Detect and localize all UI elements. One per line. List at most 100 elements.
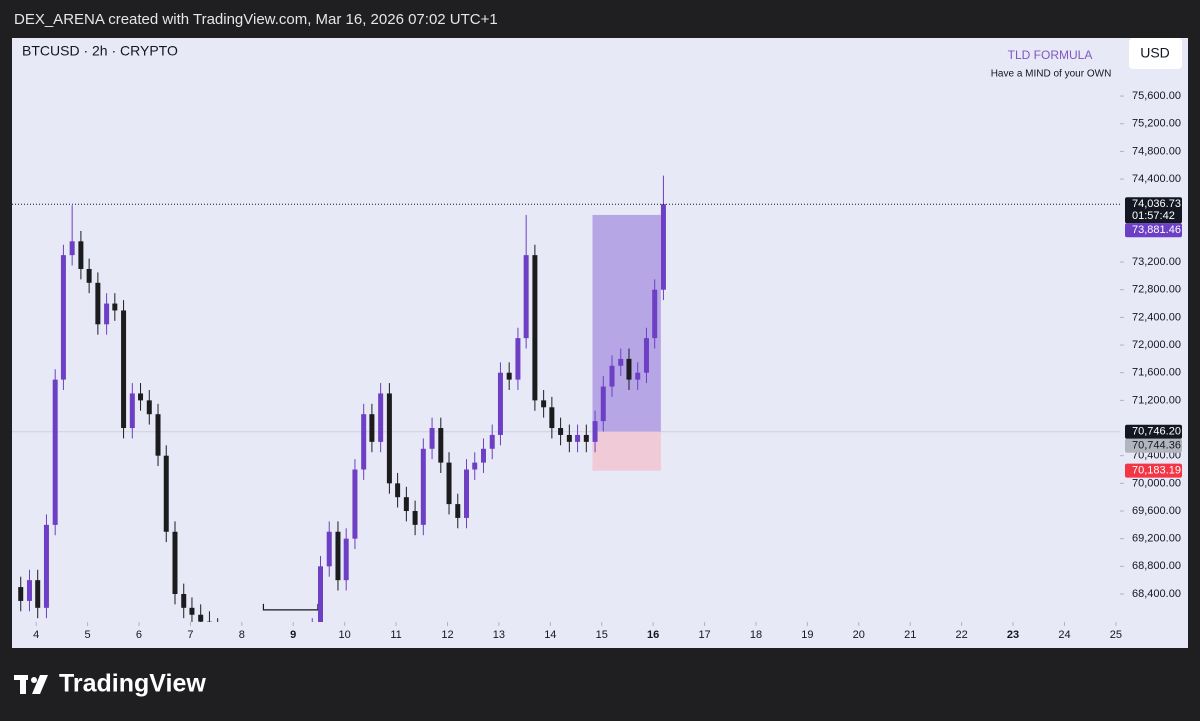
candle-body xyxy=(146,400,152,415)
x-tick-label: 24 xyxy=(1058,629,1070,641)
candle-body xyxy=(438,428,444,463)
candle-body xyxy=(121,310,127,429)
price-label-box xyxy=(1125,424,1182,439)
countdown: 01:57:42 xyxy=(1132,210,1175,222)
candle-body xyxy=(583,434,589,442)
candle-body xyxy=(95,282,101,325)
logo-shape xyxy=(31,677,37,683)
price-label: 70,183.19 xyxy=(1132,465,1181,477)
x-tick-label: 5 xyxy=(85,629,91,641)
x-tick-label: 18 xyxy=(750,629,762,641)
x-tick-label: 16 xyxy=(647,629,659,641)
candle-body xyxy=(361,414,367,470)
candle-body xyxy=(129,393,135,429)
candle-body xyxy=(317,566,323,622)
candle-body xyxy=(515,338,521,380)
candle-body xyxy=(155,414,161,456)
price-label: 73,881.46 xyxy=(1132,224,1181,236)
y-tick-label: 70,000.00 xyxy=(1132,477,1181,489)
x-tick-label: 6 xyxy=(136,629,142,641)
x-tick-label: 11 xyxy=(390,629,401,641)
indicator-name: TLD FORMULA xyxy=(1008,48,1093,62)
x-tick-label: 23 xyxy=(1007,629,1019,641)
price-label: 70,744.36 xyxy=(1132,440,1181,452)
candle-body xyxy=(369,414,375,442)
candle-body xyxy=(69,241,75,256)
candle-body xyxy=(558,428,564,435)
x-tick-label: 17 xyxy=(698,629,710,641)
candle-body xyxy=(206,621,212,622)
candle-body xyxy=(163,455,169,532)
y-tick-label: 69,600.00 xyxy=(1132,505,1181,517)
x-tick-label: 8 xyxy=(239,629,245,641)
position-loss xyxy=(592,431,661,471)
candle-body xyxy=(489,434,495,449)
candle-body xyxy=(455,504,461,518)
candle-body xyxy=(104,303,110,325)
y-tick-label: 72,400.00 xyxy=(1132,311,1181,323)
plot-area xyxy=(12,175,1120,622)
y-tick-label: 72,800.00 xyxy=(1132,284,1181,296)
candle-body xyxy=(575,434,581,442)
currency-button[interactable] xyxy=(1129,38,1182,69)
candle-body xyxy=(446,462,452,505)
candle-body xyxy=(429,428,435,449)
candle-body xyxy=(335,531,341,581)
candle-body xyxy=(181,593,187,608)
candle-body xyxy=(541,400,547,408)
y-tick-label: 72,000.00 xyxy=(1132,339,1181,351)
header: DEX_ARENA created with TradingView.com, … xyxy=(14,11,498,28)
price-label: 70,746.20 xyxy=(1132,426,1181,438)
x-tick-label: 7 xyxy=(187,629,193,641)
candle-body xyxy=(566,434,572,442)
x-tick-label: 9 xyxy=(290,629,296,641)
candle-body xyxy=(643,338,649,373)
x-tick-label: 14 xyxy=(544,629,556,641)
current-price-box xyxy=(1125,197,1182,224)
candle-body xyxy=(600,386,606,422)
candle-body xyxy=(592,421,598,442)
x-tick-label: 10 xyxy=(339,629,351,641)
candle-body xyxy=(352,469,358,539)
candle-body xyxy=(138,393,144,401)
current-price-label: 74,036.73 xyxy=(1132,198,1181,210)
candle-body xyxy=(172,531,178,594)
y-tick-label: 68,400.00 xyxy=(1132,588,1181,600)
candle-body xyxy=(464,469,470,518)
candle-body xyxy=(86,268,92,283)
x-tick-label: 21 xyxy=(904,629,916,641)
candle-body xyxy=(609,365,615,387)
candle-body xyxy=(480,448,486,463)
candle-body xyxy=(198,614,204,622)
candle-body xyxy=(403,497,409,512)
candle-body xyxy=(549,407,555,429)
y-tick-label: 75,200.00 xyxy=(1132,118,1181,130)
candle-body xyxy=(626,358,632,380)
candle-body xyxy=(386,393,392,484)
candle-body xyxy=(618,358,624,366)
x-tick-label: 4 xyxy=(33,629,39,641)
candle-body xyxy=(326,531,332,567)
price-label-box xyxy=(1125,463,1182,478)
candle-body xyxy=(112,303,118,311)
x-tick-label: 22 xyxy=(956,629,968,641)
candle-body xyxy=(52,379,58,525)
candle-body xyxy=(395,483,401,498)
candle-body xyxy=(412,511,418,525)
candle-body xyxy=(472,462,478,470)
currency[interactable]: USD xyxy=(1140,45,1170,61)
candle-body xyxy=(343,538,349,581)
logo-shape xyxy=(20,675,26,694)
candle-body xyxy=(43,524,49,608)
candle-body xyxy=(523,255,529,339)
y-tick-label: 68,800.00 xyxy=(1132,560,1181,572)
logo-shape xyxy=(32,675,48,694)
candle-body xyxy=(18,587,24,601)
symbol: BTCUSD · 2h · CRYPTO xyxy=(22,43,178,59)
drawn-line xyxy=(262,603,319,611)
candle-body xyxy=(506,372,512,380)
x-tick-label: 25 xyxy=(1110,629,1122,641)
candle-body xyxy=(26,580,32,601)
